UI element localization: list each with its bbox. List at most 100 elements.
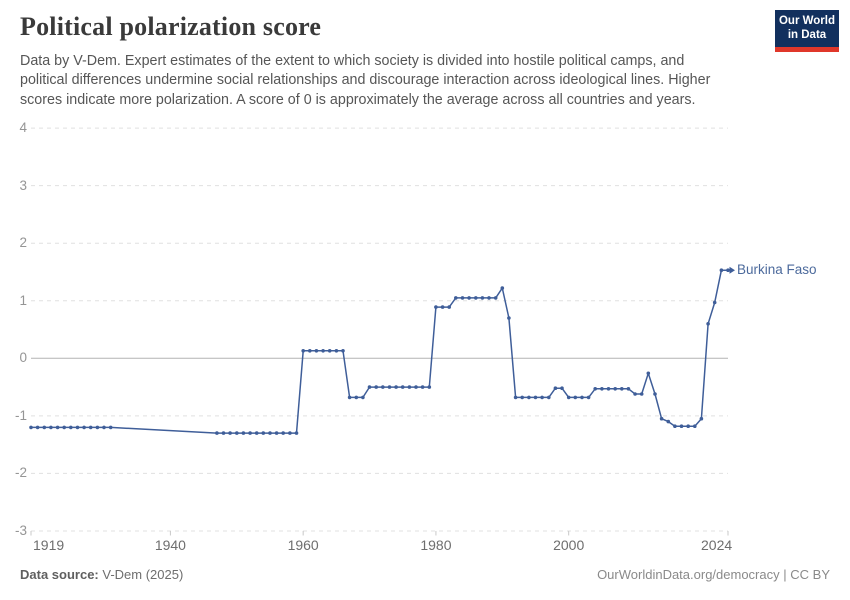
data-point-marker (261, 431, 266, 435)
page-title: Political polarization score (20, 12, 322, 41)
data-point-marker (327, 349, 332, 353)
data-point-marker (533, 395, 538, 400)
owid-logo-text: Our World in Data (775, 10, 839, 47)
data-point-marker (712, 300, 717, 305)
data-point-marker (82, 425, 86, 430)
data-source-value: V-Dem (2025) (102, 567, 184, 582)
series-label-burkina-faso[interactable]: Burkina Faso (737, 262, 817, 278)
footer-links: OurWorldinData.org/democracy | CC BY (597, 567, 830, 582)
y-axis-tick-label: 3 (19, 177, 27, 193)
data-point-marker (407, 385, 412, 389)
owid-logo[interactable]: Our World in Data (775, 10, 839, 52)
data-point-marker (420, 385, 425, 389)
data-point-marker (520, 395, 524, 400)
data-point-marker (347, 395, 352, 400)
data-point-marker (686, 424, 690, 429)
y-axis-tick-label: -3 (14, 522, 27, 538)
x-axis-tick-label: 1919 (33, 536, 65, 553)
data-point-marker (75, 425, 80, 430)
data-point-marker (301, 349, 306, 353)
x-axis-tick-label: 1940 (154, 536, 186, 553)
data-point-marker (460, 296, 465, 300)
data-point-marker (593, 387, 597, 391)
y-axis-tick-label: 4 (19, 120, 27, 136)
data-point-marker (659, 416, 664, 421)
footer-separator: | (783, 567, 787, 582)
cc-by-link[interactable]: CC BY (790, 567, 830, 582)
data-point-marker (447, 305, 452, 309)
data-point-marker (487, 296, 491, 300)
data-point-marker (440, 305, 445, 309)
data-source-label: Data source: (20, 567, 99, 582)
data-point-marker (394, 385, 398, 389)
data-point-marker (248, 431, 252, 435)
owid-logo-stripe (775, 47, 839, 52)
owid-url-link[interactable]: OurWorldinData.org/democracy (597, 567, 780, 582)
data-point-marker (42, 425, 47, 430)
data-point-marker (527, 395, 531, 400)
data-point-marker (341, 349, 345, 353)
data-point-marker (454, 296, 458, 300)
data-point-marker (673, 424, 677, 429)
data-point-marker (321, 349, 325, 353)
data-point-marker (540, 395, 544, 400)
data-point-marker (553, 386, 558, 391)
data-point-marker (693, 424, 697, 429)
data-point-marker (288, 431, 292, 435)
data-point-marker (367, 385, 372, 389)
series-end-arrow-icon (729, 266, 735, 274)
data-point-marker (726, 268, 730, 273)
data-point-marker (586, 395, 591, 400)
data-point-marker (235, 431, 239, 435)
data-point-marker (580, 395, 584, 400)
data-point-marker (706, 322, 710, 326)
data-point-marker (620, 387, 624, 391)
data-point-marker (387, 385, 392, 389)
data-point-marker (719, 268, 724, 273)
y-axis-tick-label: -1 (14, 407, 27, 423)
x-axis-tick-label: 1980 (420, 536, 452, 553)
data-point-marker (35, 425, 40, 430)
data-point-marker (281, 431, 286, 435)
data-point-marker (414, 385, 418, 389)
x-axis-tick-label: 1960 (287, 536, 319, 553)
data-point-marker (613, 387, 617, 391)
data-point-marker (573, 395, 578, 400)
data-point-marker (500, 286, 505, 290)
data-point-marker (467, 296, 471, 300)
series-line-burkina-faso (31, 269, 728, 434)
data-source: Data source: V-Dem (2025) (20, 567, 183, 582)
data-point-marker (507, 316, 511, 320)
chart-footer: Data source: V-Dem (2025) OurWorldinData… (20, 567, 830, 582)
data-point-marker (228, 431, 232, 435)
x-axis-tick-label: 2000 (553, 536, 585, 553)
data-point-marker (600, 387, 604, 391)
data-point-marker (639, 392, 644, 396)
data-point-marker (354, 395, 359, 400)
data-point-marker (493, 296, 498, 300)
data-point-marker (334, 349, 339, 353)
data-point-marker (294, 431, 299, 435)
data-point-marker (108, 425, 113, 430)
data-point-marker (679, 424, 684, 429)
data-point-marker (95, 425, 100, 430)
data-point-marker (374, 385, 379, 389)
data-point-marker (606, 387, 611, 391)
y-axis-tick-label: 2 (19, 235, 27, 251)
data-point-marker (62, 425, 66, 430)
x-axis-tick-label: 2024 (701, 536, 733, 553)
data-point-marker (400, 385, 405, 389)
data-point-marker (381, 385, 385, 389)
data-point-marker (427, 385, 432, 389)
data-point-marker (633, 392, 637, 396)
data-point-marker (215, 431, 219, 435)
data-point-marker (653, 392, 657, 396)
y-axis-tick-label: -2 (14, 465, 27, 481)
data-point-marker (88, 425, 93, 430)
data-point-marker (314, 349, 319, 353)
data-point-marker (308, 349, 312, 353)
data-point-marker (566, 395, 571, 400)
data-point-marker (55, 425, 60, 430)
